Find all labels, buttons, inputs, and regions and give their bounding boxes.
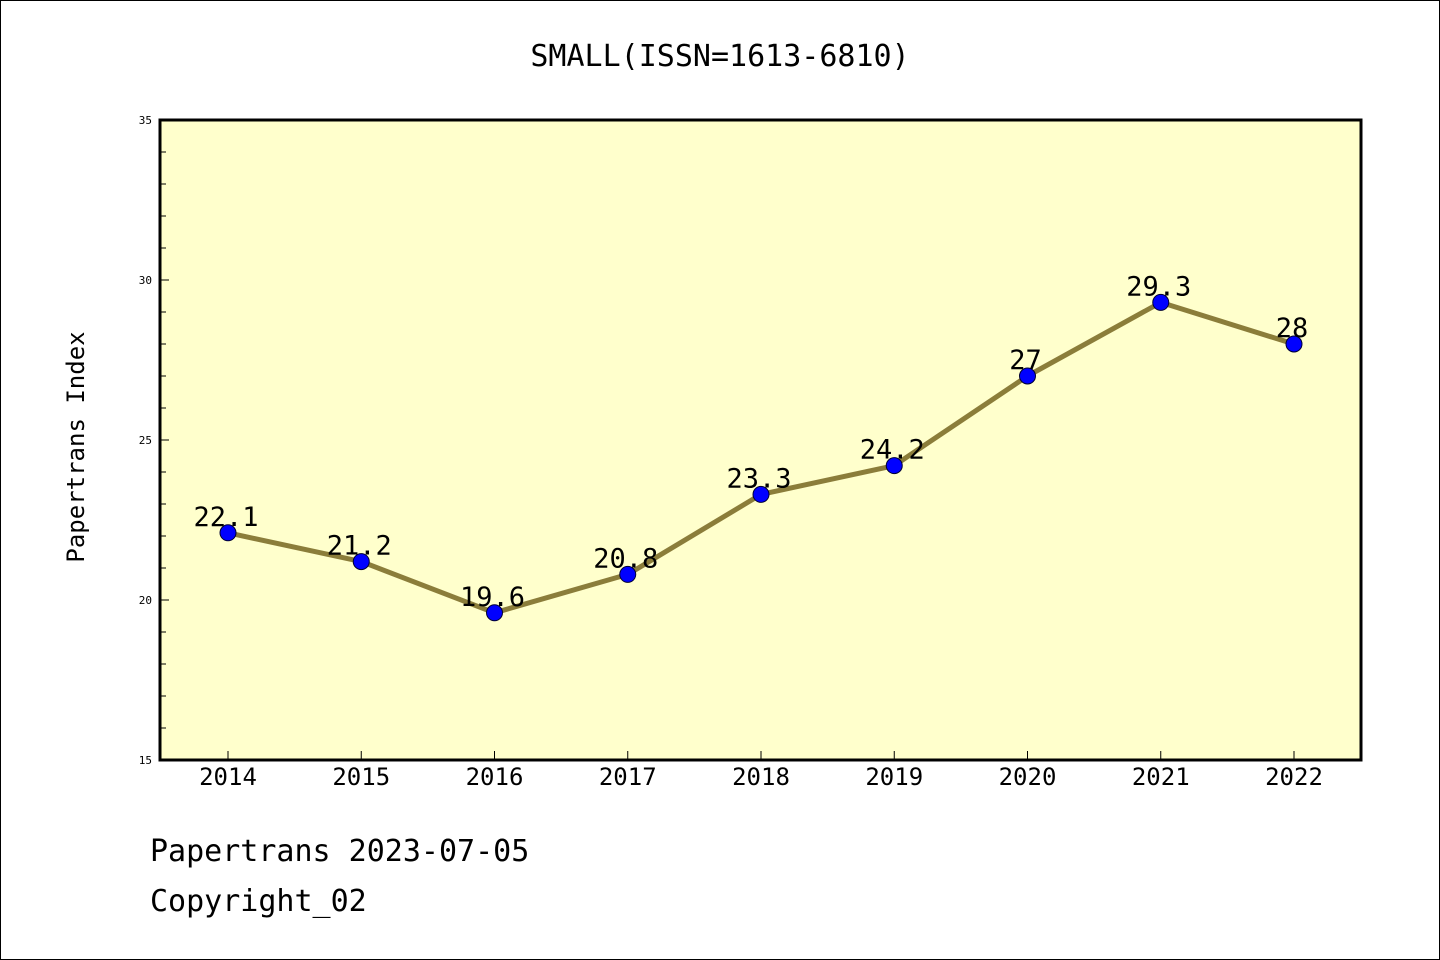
x-tick-label: 2014 <box>199 763 257 791</box>
data-label: 19.6 <box>460 582 525 613</box>
x-tick-label: 2017 <box>599 763 657 791</box>
y-tick-label: 25 <box>139 434 152 447</box>
x-tick-label: 2016 <box>466 763 524 791</box>
data-label: 21.2 <box>327 531 392 562</box>
data-point <box>1285 335 1303 353</box>
y-axis-label: Papertrans Index <box>62 331 90 562</box>
data-label: 28 <box>1276 313 1309 344</box>
data-point <box>219 524 237 542</box>
x-tick-label: 2021 <box>1132 763 1190 791</box>
x-tick-label: 2018 <box>732 763 790 791</box>
footer-date-line: Papertrans 2023-07-05 <box>150 834 530 869</box>
y-tick-label: 30 <box>139 274 152 287</box>
x-tick-label: 2019 <box>865 763 923 791</box>
data-point <box>885 457 903 475</box>
y-tick-label: 35 <box>139 114 152 127</box>
x-tick-label: 2015 <box>332 763 390 791</box>
data-point <box>752 485 770 503</box>
data-label: 27 <box>1009 345 1042 376</box>
data-label: 23.3 <box>726 463 791 494</box>
data-point <box>1152 293 1170 311</box>
x-tick-label: 2020 <box>999 763 1057 791</box>
data-point <box>1019 367 1036 385</box>
data-markers <box>219 293 1303 622</box>
data-point <box>619 565 637 583</box>
chart-title: SMALL(ISSN=1613-6810) <box>530 39 909 74</box>
x-tick-label: 2022 <box>1265 763 1323 791</box>
data-point <box>352 553 370 571</box>
footer-copyright-line: Copyright_02 <box>150 884 367 919</box>
data-point <box>486 604 503 622</box>
data-label: 24.2 <box>860 435 925 466</box>
x-axis-ticks: 2014 2015 2016 2017 2018 2019 2020 2021 2022 <box>199 751 1323 791</box>
data-label: 29.3 <box>1126 271 1191 302</box>
y-axis-ticks: 15 20 25 30 35 <box>139 114 169 767</box>
y-tick-label: 15 <box>139 754 152 767</box>
data-labels: 22.1 21.2 19.6 20.8 23.3 24.2 27 29.3 28 <box>193 271 1308 612</box>
data-label: 20.8 <box>593 543 658 574</box>
y-tick-label: 20 <box>139 594 152 607</box>
data-label: 22.1 <box>193 502 258 533</box>
plot-area <box>158 118 1363 762</box>
